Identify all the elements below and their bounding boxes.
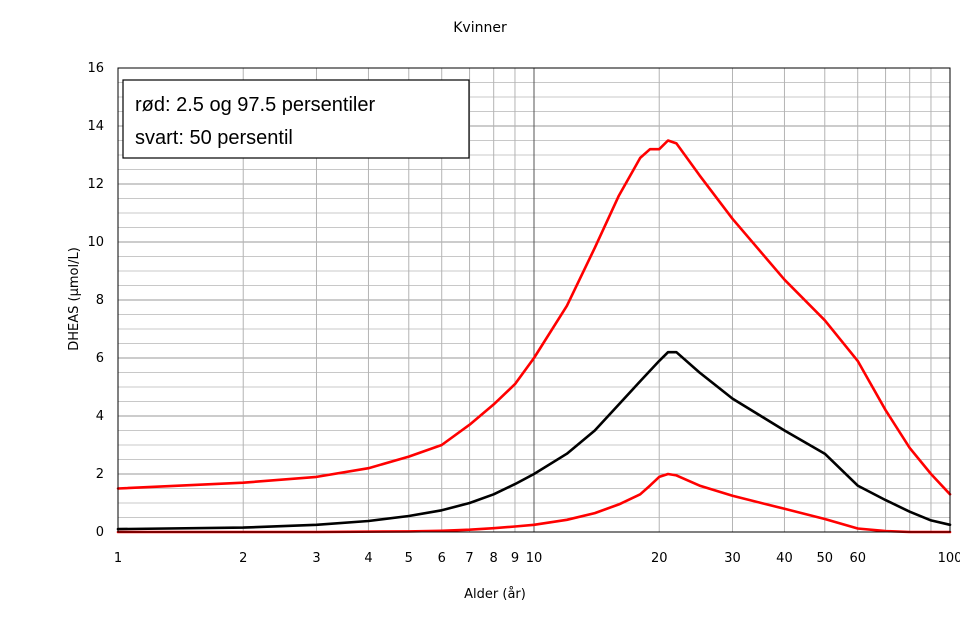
x-tick-label: 6 bbox=[438, 551, 446, 566]
y-tick-label: 12 bbox=[87, 177, 104, 192]
x-axis-title: Alder (år) bbox=[464, 587, 526, 602]
x-tick-label: 7 bbox=[465, 551, 473, 566]
plot-frame bbox=[117, 67, 951, 533]
y-tick-label: 14 bbox=[87, 119, 104, 134]
x-tick-label: 100 bbox=[938, 551, 960, 566]
x-tick-label: 9 bbox=[511, 551, 519, 566]
x-tick-label: 8 bbox=[490, 551, 498, 566]
x-tick-label: 30 bbox=[724, 551, 741, 566]
series-line-3 bbox=[116, 472, 952, 534]
x-tick-label: 60 bbox=[849, 551, 866, 566]
x-tick-label: 20 bbox=[651, 551, 668, 566]
y-tick-label: 8 bbox=[96, 293, 104, 308]
legend: rød: 2.5 og 97.5 persentiler svart: 50 p… bbox=[122, 79, 470, 159]
y-axis-title: DHEAS (µmol/L) bbox=[67, 247, 82, 351]
chart-title: Kvinner bbox=[453, 20, 507, 36]
series-layer bbox=[116, 139, 952, 534]
series-line-2 bbox=[116, 350, 952, 531]
x-tick-label: 1 bbox=[114, 551, 122, 566]
series-line-1 bbox=[116, 139, 952, 496]
x-tick-label: 2 bbox=[239, 551, 247, 566]
y-tick-label: 2 bbox=[96, 467, 104, 482]
y-tick-label: 10 bbox=[87, 235, 104, 250]
y-axis: 0 2 4 6 8 10 12 14 16 bbox=[87, 61, 104, 540]
x-tick-label: 4 bbox=[364, 551, 372, 566]
x-tick-label: 10 bbox=[526, 551, 543, 566]
legend-line-percentiles: rød: 2.5 og 97.5 persentiler bbox=[135, 94, 375, 116]
y-tick-label: 4 bbox=[96, 409, 104, 424]
x-axis: 1 2 3 4 5 6 7 8 9 10 20 30 40 50 60 100 bbox=[114, 551, 960, 566]
x-tick-label: 5 bbox=[405, 551, 413, 566]
legend-box bbox=[122, 79, 470, 159]
y-tick-label: 0 bbox=[96, 525, 104, 540]
legend-line-median: svart: 50 persentil bbox=[135, 127, 293, 149]
x-tick-label: 3 bbox=[312, 551, 320, 566]
y-tick-label: 16 bbox=[87, 61, 104, 76]
x-tick-label: 50 bbox=[816, 551, 833, 566]
y-tick-label: 6 bbox=[96, 351, 104, 366]
x-tick-label: 40 bbox=[776, 551, 793, 566]
